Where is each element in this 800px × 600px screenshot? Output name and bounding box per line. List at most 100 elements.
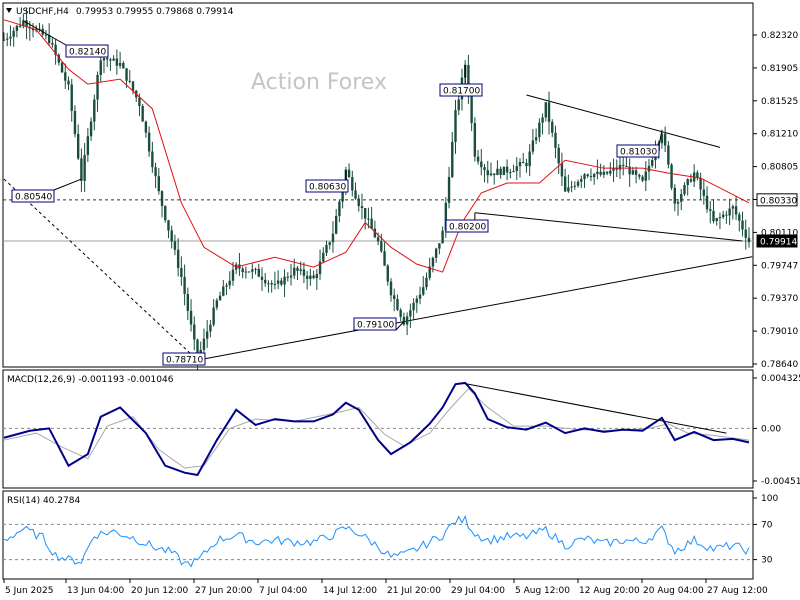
annotation-pointer: [23, 20, 67, 46]
annotation-box: [305, 179, 349, 193]
rsi-title: RSI(14) 40.2784: [7, 496, 80, 506]
candle-body: [196, 339, 199, 361]
candle-body: [573, 185, 577, 187]
macd-line: [3, 381, 750, 477]
candle-body: [551, 121, 554, 133]
candle-body: [705, 195, 709, 210]
dropdown-arrow-icon[interactable]: [6, 8, 12, 13]
header-ohlc: 0.79953 0.79955 0.79868 0.79914: [76, 7, 234, 17]
annotation-box: [353, 317, 397, 331]
candle-body: [70, 84, 73, 111]
candle-body: [454, 110, 457, 142]
candle-body: [80, 158, 83, 181]
candle-body: [322, 252, 325, 262]
candle-body: [422, 287, 425, 295]
rsi-line: [3, 515, 750, 568]
candle-body: [193, 324, 196, 340]
price-y-tick-label: 0.81905: [761, 64, 798, 74]
macd-trendline: [461, 382, 727, 434]
time-tick-label: 7 Jul 04:00: [259, 586, 308, 596]
candle-body: [718, 217, 722, 219]
candle-body: [151, 151, 154, 168]
candle-body: [376, 237, 380, 242]
time-tick-label: 20 Jun 12:00: [131, 586, 188, 596]
price-y-tick-label: 0.82320: [761, 31, 798, 41]
annotation-label: 0.80540: [15, 193, 52, 203]
time-tick-label: 21 Jul 20:00: [387, 586, 441, 596]
candle-body: [373, 228, 377, 238]
candle-body: [9, 36, 12, 39]
candle-body: [547, 102, 551, 122]
candle-body: [370, 218, 373, 229]
candle-body: [589, 176, 593, 178]
candle-body: [457, 99, 460, 111]
price-annotations: 0.82140 0.80540 0.78710 0.80630 0.79100 0.817…: [11, 20, 663, 366]
candle-body: [186, 293, 190, 311]
annotation-label: 0.79100: [357, 321, 394, 331]
candle-body: [202, 338, 206, 350]
candle-body: [225, 285, 228, 287]
candle-body: [318, 261, 322, 275]
candle-body: [160, 191, 164, 207]
candle-body: [154, 167, 157, 177]
candle-body: [483, 167, 486, 171]
candle-body: [228, 280, 231, 286]
candle-body: [644, 171, 647, 181]
macd-y-tick-label: 0.004325: [761, 374, 800, 384]
candle-body: [493, 173, 496, 176]
candle-body: [563, 176, 567, 192]
candle-body: [6, 38, 9, 40]
annotation-label: 0.78710: [166, 356, 203, 366]
candle-body: [83, 154, 86, 181]
candle-body: [609, 170, 612, 174]
candle-body: [31, 28, 35, 31]
candle-body: [247, 271, 251, 273]
candle-body: [189, 310, 193, 325]
candle-body: [634, 170, 638, 175]
rsi-panel-frame: [2, 490, 754, 580]
time-tick-label: 12 Aug 20:00: [579, 586, 640, 596]
candle-body: [118, 63, 122, 66]
candle-body: [741, 220, 744, 230]
candle-body: [686, 179, 689, 186]
candle-body: [2, 39, 6, 41]
candle-body: [257, 268, 260, 277]
candle-body: [409, 310, 412, 317]
candle-body: [76, 133, 80, 159]
macd-y-tick-label: -0.004511: [761, 477, 800, 487]
candle-body: [709, 209, 712, 211]
candle-body: [354, 190, 357, 199]
price-y-tick-label: 0.81525: [761, 97, 798, 107]
candle-body: [515, 166, 518, 172]
macd-y-axis: 0.004325 0.00 -0.004511: [753, 374, 800, 487]
time-tick-label: 27 Aug 12:00: [707, 586, 768, 596]
candle-body: [673, 187, 676, 204]
price-trendlines: [3, 94, 753, 361]
candle-body: [270, 283, 273, 285]
candle-body: [499, 168, 502, 175]
candle-body: [541, 117, 544, 123]
rsi-lines: [3, 515, 753, 568]
candle-body: [383, 251, 386, 266]
candle-body: [570, 186, 573, 188]
candle-body: [251, 269, 254, 272]
candle-body: [534, 137, 538, 141]
candle-body: [299, 269, 302, 271]
candle-body: [38, 28, 41, 30]
candle-body: [106, 58, 109, 60]
price-panel-frame: [2, 2, 754, 368]
candle-body: [438, 243, 441, 249]
candle-body: [364, 208, 367, 219]
price-y-tick-label: 0.80805: [761, 163, 798, 173]
candle-body: [567, 187, 570, 192]
moving-average: [3, 19, 750, 273]
candle-body: [663, 133, 667, 146]
annotation-label: 0.80200: [449, 223, 486, 233]
candle-body: [141, 106, 144, 122]
annotation-label: 0.80630: [309, 183, 346, 193]
candle-body: [164, 206, 167, 221]
candle-body: [131, 81, 135, 91]
candle-body: [680, 194, 683, 202]
candle-body: [280, 280, 283, 285]
candle-body: [583, 174, 586, 180]
